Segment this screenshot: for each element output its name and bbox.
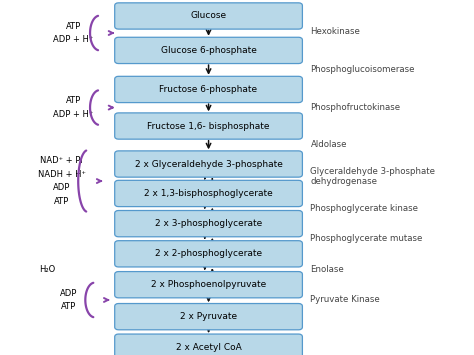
FancyBboxPatch shape [115, 76, 302, 103]
Text: 2 x Acetyl CoA: 2 x Acetyl CoA [176, 343, 241, 352]
FancyBboxPatch shape [115, 211, 302, 237]
Text: ATP: ATP [66, 96, 81, 105]
Text: ADP: ADP [53, 183, 70, 192]
Text: ATP: ATP [61, 302, 76, 311]
Text: ATP: ATP [66, 22, 81, 31]
FancyBboxPatch shape [115, 180, 302, 207]
Text: Enolase: Enolase [310, 264, 344, 274]
FancyBboxPatch shape [115, 334, 302, 355]
Text: NAD⁺ + Pi: NAD⁺ + Pi [40, 156, 83, 165]
Text: 2 x Glyceraldehyde 3-phosphate: 2 x Glyceraldehyde 3-phosphate [135, 159, 283, 169]
FancyBboxPatch shape [115, 304, 302, 330]
FancyBboxPatch shape [115, 151, 302, 177]
Text: Phosphoglycerate mutase: Phosphoglycerate mutase [310, 234, 423, 243]
Text: Fructose 1,6- bisphosphate: Fructose 1,6- bisphosphate [147, 121, 270, 131]
Text: H₂O: H₂O [39, 264, 55, 274]
Text: Fructose 6-phosphate: Fructose 6-phosphate [159, 85, 258, 94]
Text: Phosphofructokinase: Phosphofructokinase [310, 103, 401, 112]
Text: 2 x 1,3-bisphosphoglycerate: 2 x 1,3-bisphosphoglycerate [144, 189, 273, 198]
Text: ATP: ATP [54, 197, 69, 206]
Text: Aldolase: Aldolase [310, 140, 347, 149]
Text: Glucose 6-phosphate: Glucose 6-phosphate [161, 46, 256, 55]
FancyBboxPatch shape [115, 272, 302, 298]
Text: Phosphoglycerate kinase: Phosphoglycerate kinase [310, 204, 419, 213]
Text: ADP + H⁺: ADP + H⁺ [53, 35, 94, 44]
Text: Glyceraldehyde 3-phosphate
dehydrogenase: Glyceraldehyde 3-phosphate dehydrogenase [310, 167, 436, 186]
Text: 2 x 3-phosphoglycerate: 2 x 3-phosphoglycerate [155, 219, 262, 228]
Text: ADP: ADP [60, 289, 77, 298]
Text: Pyruvate Kinase: Pyruvate Kinase [310, 295, 380, 305]
Text: Glucose: Glucose [191, 11, 227, 21]
Text: 2 x Phosphoenolpyruvate: 2 x Phosphoenolpyruvate [151, 280, 266, 289]
FancyBboxPatch shape [115, 113, 302, 139]
Text: ADP + H⁺: ADP + H⁺ [53, 110, 94, 119]
Text: 2 x Pyruvate: 2 x Pyruvate [180, 312, 237, 321]
Text: 2 x 2-phosphoglycerate: 2 x 2-phosphoglycerate [155, 249, 262, 258]
Text: Phosphoglucoisomerase: Phosphoglucoisomerase [310, 65, 415, 74]
FancyBboxPatch shape [115, 241, 302, 267]
Text: NADH + H⁺: NADH + H⁺ [37, 170, 86, 179]
FancyBboxPatch shape [115, 37, 302, 64]
FancyBboxPatch shape [115, 3, 302, 29]
Text: Hexokinase: Hexokinase [310, 27, 360, 37]
